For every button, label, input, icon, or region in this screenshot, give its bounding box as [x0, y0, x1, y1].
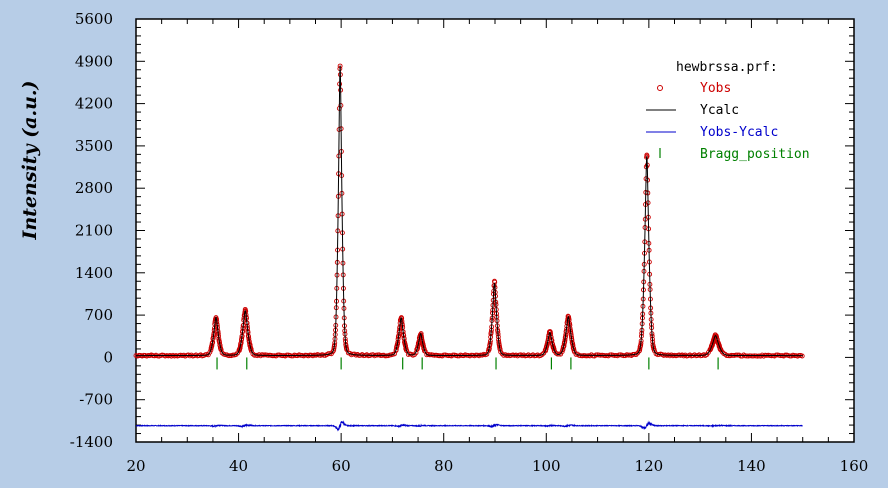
yobs-point — [207, 349, 213, 355]
x-tick-label: 80 — [434, 457, 453, 475]
series-bragg — [216, 357, 719, 370]
yobs-point — [738, 353, 744, 359]
series-layer — [133, 63, 805, 432]
yobs-point — [421, 346, 427, 352]
yobs-point — [225, 353, 231, 359]
y-tick-label: -700 — [79, 391, 113, 409]
x-tick-label: 60 — [332, 457, 351, 475]
y-tick-label: 2100 — [75, 222, 113, 240]
series-difference — [135, 420, 803, 432]
x-tick-label: 20 — [126, 457, 145, 475]
legend-label: Ycalc — [700, 103, 739, 118]
legend-marker-circle — [657, 85, 663, 91]
series-ycalc — [136, 65, 803, 357]
legend-label: Bragg_position — [700, 147, 810, 162]
y-tick-label: 5600 — [75, 10, 113, 28]
legend-label: Yobs-Ycalc — [700, 125, 778, 140]
legend-title: hewbrssa.prf: — [676, 60, 778, 75]
x-tick-label: 120 — [635, 457, 664, 475]
y-tick-label: 3500 — [75, 137, 113, 155]
y-tick-label: 2800 — [75, 179, 113, 197]
y-axis-label: Intensity (a.u.) — [19, 80, 41, 240]
y-tick-label: -1400 — [70, 433, 113, 451]
legend: hewbrssa.prf: Yobs Ycalc Yobs-Ycalc Bragg_p… — [646, 60, 810, 162]
x-tick-label: 160 — [840, 457, 869, 475]
x-tick-label: 140 — [737, 457, 766, 475]
y-tick-label: 4900 — [75, 52, 113, 70]
x-tick-label: 100 — [532, 457, 561, 475]
y-tick-label: 4200 — [75, 95, 113, 113]
legend-label: Yobs — [700, 81, 731, 96]
x-tick-label: 40 — [229, 457, 248, 475]
y-tick-label: 0 — [103, 348, 113, 366]
axes: 20 40 60 80 100 120 140 160 5600 4900 4200 3500 2800… — [70, 10, 869, 475]
y-tick-label: 700 — [84, 306, 113, 324]
yobs-point — [227, 353, 233, 359]
plot-area — [135, 18, 855, 443]
y-tick-label: 1400 — [75, 264, 113, 282]
